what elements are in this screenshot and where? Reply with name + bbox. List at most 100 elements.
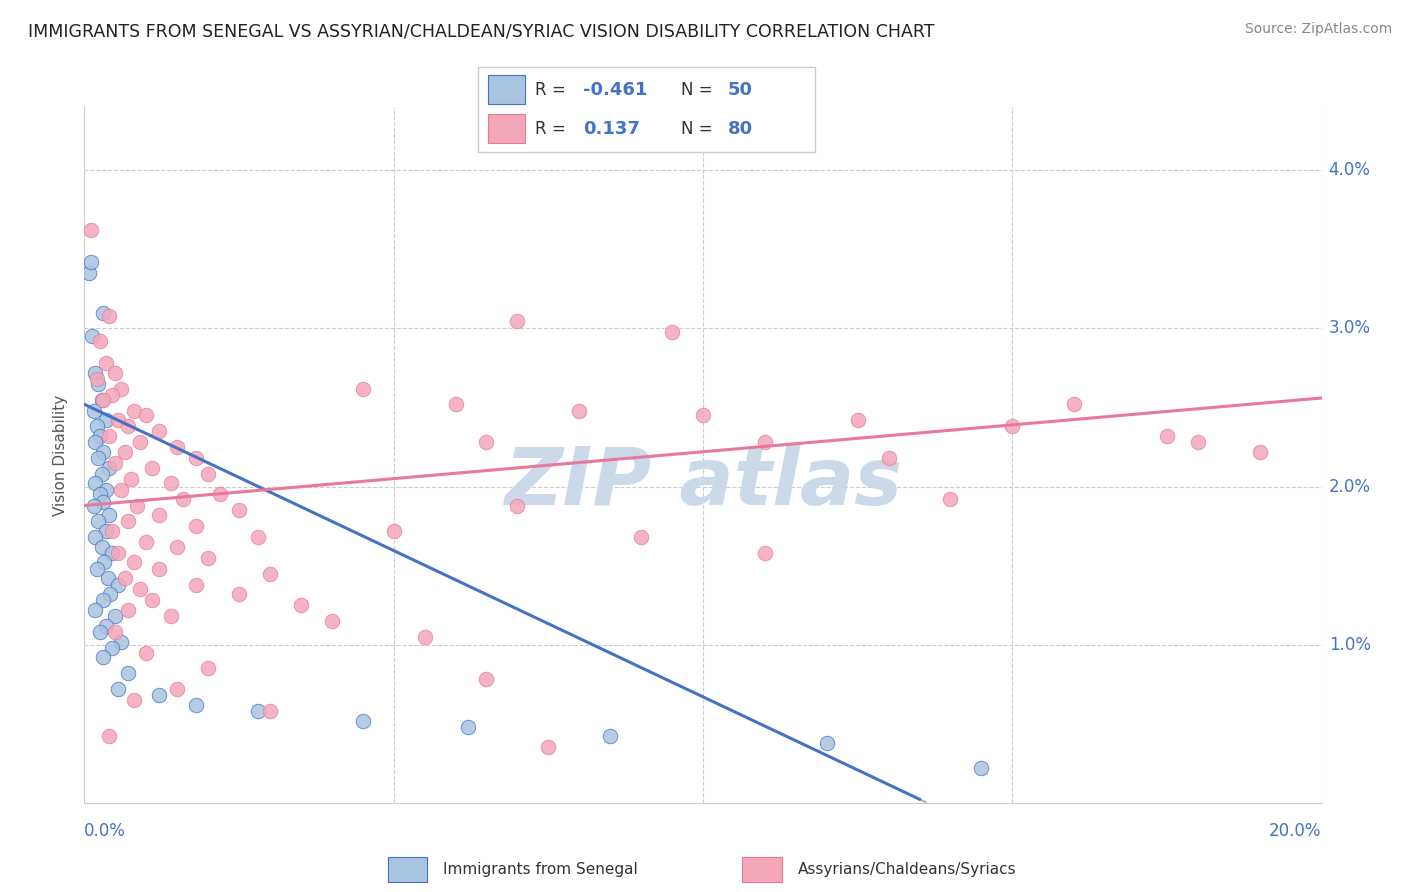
Point — [84, 366, 107, 380]
Point — [846, 413, 869, 427]
Point — [141, 593, 163, 607]
Point — [84, 435, 107, 450]
Point — [475, 673, 498, 687]
Point — [1156, 429, 1178, 443]
Point — [101, 546, 124, 560]
Point — [754, 546, 776, 560]
Point — [537, 740, 560, 755]
Point — [86, 372, 108, 386]
Point — [815, 736, 838, 750]
Point — [120, 472, 142, 486]
Point — [107, 577, 129, 591]
Text: 1.0%: 1.0% — [1329, 636, 1371, 654]
Point — [94, 524, 117, 538]
Point — [122, 403, 145, 417]
Point — [290, 598, 312, 612]
Point — [98, 730, 121, 744]
Text: -0.461: -0.461 — [582, 81, 647, 99]
Point — [117, 514, 139, 528]
Point — [107, 681, 129, 696]
Point — [110, 483, 132, 497]
Point — [83, 403, 105, 417]
Point — [98, 429, 121, 443]
Point — [135, 409, 157, 423]
Point — [129, 435, 152, 450]
Bar — [488, 114, 526, 143]
Point — [259, 566, 281, 581]
Point — [90, 540, 112, 554]
Point — [877, 451, 900, 466]
Point — [939, 492, 962, 507]
Text: 0.0%: 0.0% — [84, 822, 127, 840]
Text: Assyrians/Chaldeans/Syriacs: Assyrians/Chaldeans/Syriacs — [797, 863, 1017, 877]
Point — [1001, 419, 1024, 434]
Point — [101, 524, 124, 538]
Y-axis label: Vision Disability: Vision Disability — [53, 394, 69, 516]
Point — [135, 646, 157, 660]
Point — [80, 329, 103, 343]
Point — [382, 524, 405, 538]
Point — [110, 382, 132, 396]
Point — [84, 603, 107, 617]
Point — [148, 424, 170, 438]
Point — [148, 508, 170, 522]
Point — [91, 495, 114, 509]
Point — [107, 413, 129, 427]
Point — [90, 467, 112, 481]
Point — [94, 618, 117, 632]
Point — [91, 444, 114, 458]
Point — [86, 562, 108, 576]
Point — [692, 409, 714, 423]
Text: N =: N = — [681, 120, 717, 137]
Point — [413, 630, 436, 644]
Text: 4.0%: 4.0% — [1329, 161, 1371, 179]
Point — [475, 435, 498, 450]
Point — [87, 376, 110, 391]
Point — [87, 451, 110, 466]
Point — [91, 650, 114, 665]
Point — [79, 255, 101, 269]
Point — [228, 503, 250, 517]
Text: Source: ZipAtlas.com: Source: ZipAtlas.com — [1244, 22, 1392, 37]
Text: N =: N = — [681, 81, 717, 99]
Point — [110, 634, 132, 648]
Point — [457, 720, 479, 734]
Point — [321, 614, 343, 628]
Point — [89, 487, 111, 501]
Text: 50: 50 — [728, 81, 752, 99]
Point — [94, 356, 117, 370]
Point — [101, 388, 124, 402]
Point — [148, 562, 170, 576]
Point — [89, 625, 111, 640]
Point — [117, 603, 139, 617]
Point — [135, 535, 157, 549]
Bar — [488, 76, 526, 104]
Point — [506, 313, 529, 327]
Point — [970, 761, 993, 775]
Point — [166, 440, 188, 454]
Point — [444, 397, 467, 411]
Point — [117, 666, 139, 681]
Point — [114, 444, 136, 458]
Point — [228, 587, 250, 601]
Point — [91, 593, 114, 607]
Text: 3.0%: 3.0% — [1329, 319, 1371, 337]
Point — [352, 382, 374, 396]
Text: 80: 80 — [728, 120, 752, 137]
Point — [98, 460, 121, 475]
Text: ZIP atlas: ZIP atlas — [503, 443, 903, 522]
Point — [172, 492, 194, 507]
Point — [184, 698, 207, 712]
Point — [209, 487, 232, 501]
Point — [98, 587, 121, 601]
Point — [160, 476, 183, 491]
Point — [98, 508, 121, 522]
Text: 2.0%: 2.0% — [1329, 477, 1371, 496]
Bar — [742, 857, 782, 882]
Point — [125, 499, 148, 513]
Point — [84, 530, 107, 544]
Point — [166, 681, 188, 696]
Point — [104, 609, 127, 624]
Point — [84, 476, 107, 491]
Point — [246, 530, 269, 544]
